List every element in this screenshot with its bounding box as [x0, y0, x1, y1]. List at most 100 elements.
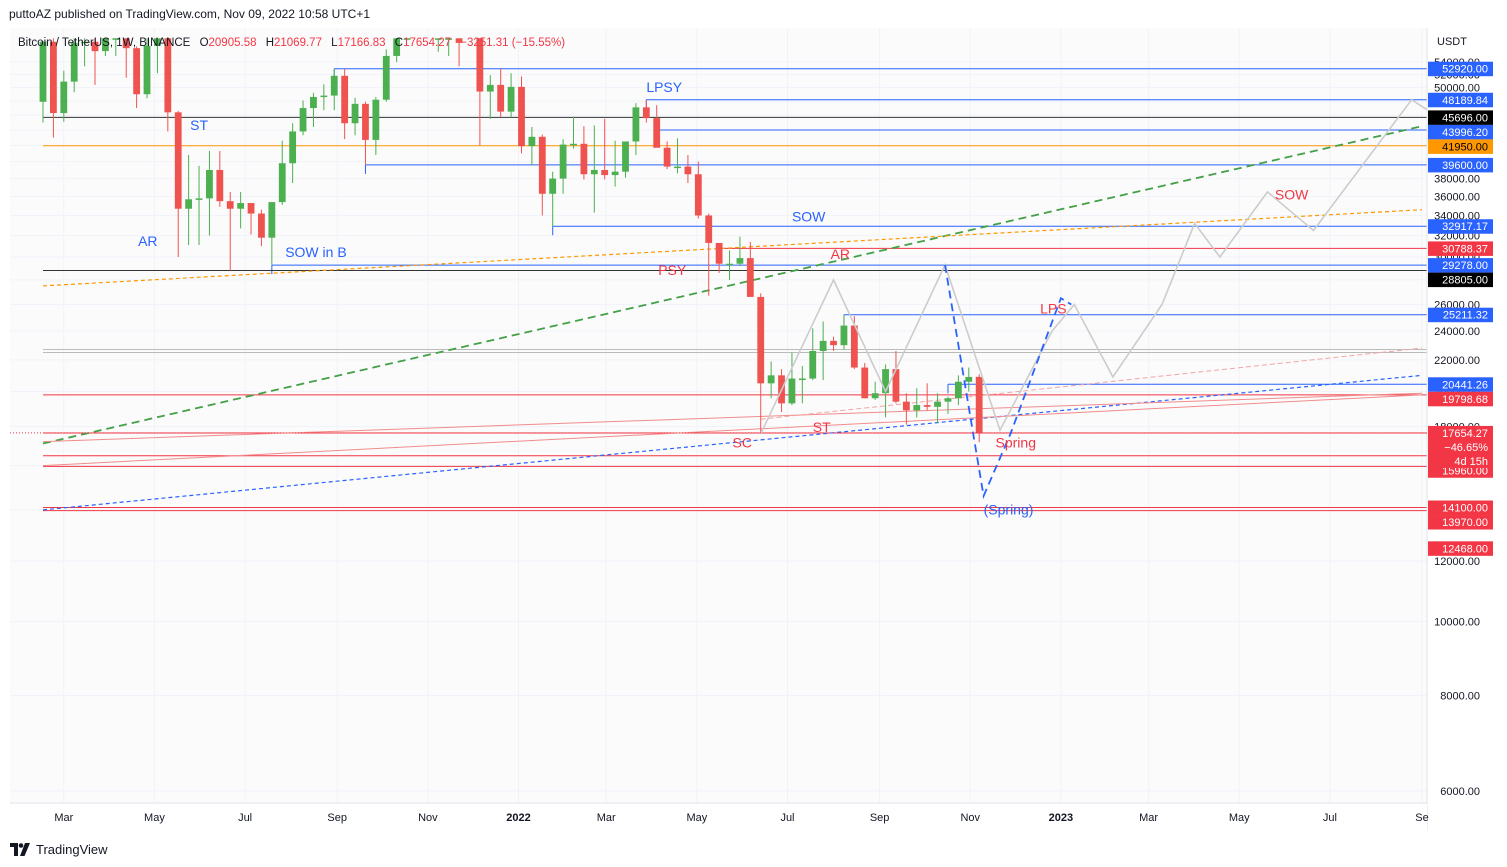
- candle-body: [611, 171, 619, 176]
- high-value: 21069.77: [274, 37, 322, 49]
- price-label-text: 30788.37: [1442, 243, 1488, 255]
- spring-projection-path: [944, 264, 1072, 500]
- candle-body: [882, 369, 889, 394]
- price-label-box: [1428, 241, 1493, 256]
- price-label-box: [1428, 377, 1493, 392]
- candle-body: [403, 38, 411, 40]
- x-tick-label: May: [1229, 812, 1250, 824]
- current-price-label: 17654.27 −46.65% 4d 15h: [10, 425, 1493, 468]
- candle-body: [767, 375, 775, 384]
- symbol-legend[interactable]: Bitcoin / TetherUS, 1W, BINANCE O20905.5…: [18, 37, 565, 49]
- price-label-text: 14100.00: [1442, 503, 1488, 515]
- candle-body: [944, 398, 952, 402]
- annotation-label: (Spring): [984, 502, 1034, 518]
- candle-body: [216, 169, 224, 202]
- candle-body: [850, 325, 858, 368]
- candle-body: [133, 48, 141, 95]
- price-label-box: [1428, 139, 1493, 154]
- price-label-text: 43996.20: [1442, 127, 1488, 139]
- price-label-text: 29278.00: [1442, 260, 1488, 272]
- candle-body: [91, 41, 99, 52]
- x-tick-label: Sep: [870, 812, 890, 824]
- annotation-label: LPSY: [646, 79, 682, 95]
- candle-body: [497, 84, 505, 112]
- trend-line: [760, 347, 1423, 420]
- candle-body: [206, 169, 213, 199]
- candle-body: [278, 163, 286, 203]
- price-label-text: 15960.00: [1442, 465, 1488, 477]
- symbol-name: Bitcoin / TetherUS, 1W, BINANCE: [18, 37, 191, 49]
- annotation-label: SOW in B: [285, 244, 346, 260]
- x-tick-label: Nov: [960, 812, 980, 824]
- trend-line: [42, 209, 1423, 287]
- tradingview-logo[interactable]: TradingView: [10, 842, 108, 857]
- price-label-text: 32917.17: [1442, 221, 1488, 233]
- candle-body: [164, 38, 172, 113]
- x-tick-label: Mar: [1139, 812, 1158, 824]
- wyckoff-annotations: AR ST SOW in B LPSY SOW PSY AR SC ST LPS Spring (Sp…: [138, 79, 1309, 517]
- candle-body: [486, 84, 494, 92]
- x-axis-ticks: Mar May Jul Sep Nov 2022 Mar May Jul Sep Nov 2023 Ma…: [54, 812, 1428, 824]
- candle-body: [798, 378, 806, 381]
- candle-body: [913, 405, 921, 411]
- x-tick-label: Jul: [238, 812, 252, 824]
- annotation-label: AR: [831, 246, 850, 262]
- current-price-text: 4d 15h: [1454, 456, 1488, 468]
- y-tick-label: 6000.00: [1440, 786, 1480, 798]
- price-label-box: [1428, 515, 1493, 530]
- candle-body: [528, 136, 536, 147]
- candle-body: [902, 401, 910, 411]
- price-label-text: 48189.84: [1442, 95, 1488, 107]
- price-label-text: 39600.00: [1442, 160, 1488, 172]
- y-tick-label: 8000.00: [1440, 691, 1480, 703]
- candle-body: [60, 81, 68, 114]
- candle-body: [705, 215, 713, 243]
- x-tick-label: 2022: [506, 812, 530, 824]
- candle-body: [601, 169, 609, 176]
- price-label-text: 13970.00: [1442, 517, 1488, 529]
- price-label-text: 52920.00: [1442, 64, 1488, 76]
- current-price-text: 17654.27: [1442, 428, 1488, 440]
- candle-body: [112, 38, 120, 40]
- price-label-box: [1428, 272, 1493, 288]
- low-label: L: [331, 37, 338, 49]
- candle-body: [715, 242, 723, 264]
- candle-body: [840, 325, 848, 346]
- trend-lines: [42, 125, 1423, 511]
- trend-line: [42, 394, 1423, 467]
- x-tick-label: May: [686, 812, 707, 824]
- y-tick-label: 22000.00: [1434, 355, 1480, 367]
- x-tick-label: May: [144, 812, 165, 824]
- candle-body: [372, 99, 380, 140]
- annotation-label: SC: [733, 434, 752, 450]
- trend-line: [42, 125, 1423, 445]
- candle-body: [642, 107, 650, 119]
- candle-body: [382, 55, 390, 100]
- currency-label: USDT: [1437, 36, 1467, 48]
- svg-text:Bitcoin / TetherUS, 1W, BINANC: Bitcoin / TetherUS, 1W, BINANCE O20905.5…: [18, 37, 565, 49]
- candlesticks: [39, 38, 983, 443]
- candle-body: [570, 143, 577, 146]
- price-label-text: 19798.68: [1442, 394, 1488, 406]
- projection-path: [759, 98, 1436, 435]
- tradingview-logo-icon: [10, 843, 30, 856]
- candle-body: [622, 141, 629, 172]
- price-label-box: [1428, 541, 1493, 556]
- price-label-text: 25211.32: [1443, 310, 1488, 322]
- x-tick-label: Mar: [597, 812, 616, 824]
- candle-body: [320, 95, 328, 98]
- candle-body: [518, 86, 525, 147]
- y-tick-label: 12000.00: [1434, 556, 1480, 568]
- candle-body: [694, 174, 702, 216]
- annotation-label: LPS: [1040, 301, 1066, 317]
- candle-body: [102, 38, 109, 52]
- close-label: C: [395, 37, 403, 49]
- candle-body: [653, 118, 661, 148]
- plot-background: [10, 28, 1427, 803]
- candle-body: [299, 108, 307, 132]
- candle-body: [830, 340, 837, 346]
- candle-body: [70, 42, 78, 82]
- candle-body: [143, 45, 151, 95]
- candle-body: [122, 38, 130, 49]
